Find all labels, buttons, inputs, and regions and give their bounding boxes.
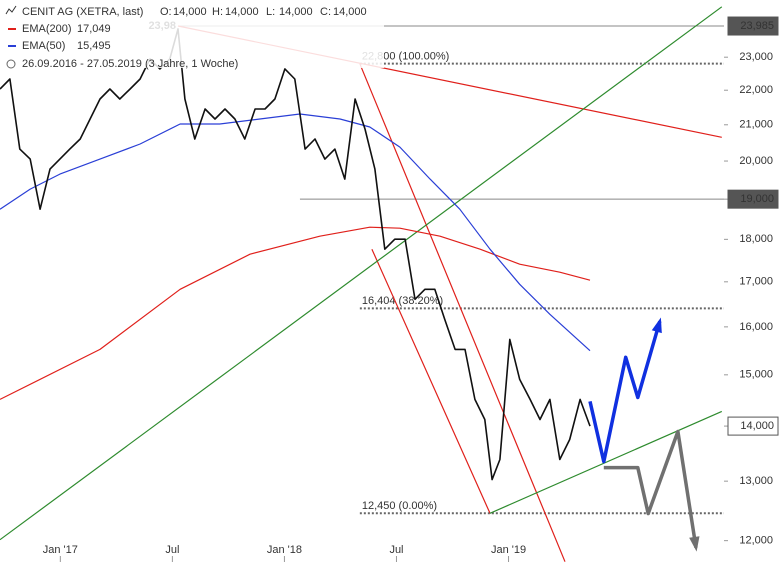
arrowhead <box>689 536 700 552</box>
ohlc-value: 14,000 <box>173 6 207 18</box>
x-tick-label: Jul <box>165 544 179 556</box>
y-tick-label: 12,000 <box>739 535 773 547</box>
trendline <box>371 248 491 514</box>
y-tick-label: 18,000 <box>739 233 773 245</box>
trendline <box>0 6 723 541</box>
ema-line <box>0 226 591 400</box>
price-line <box>0 28 591 481</box>
legend-value: 15,495 <box>77 40 111 52</box>
price-marker-label: 19,000 <box>740 193 774 205</box>
x-tick-label: Jan '18 <box>267 544 302 556</box>
y-tick-label: 22,000 <box>739 84 773 96</box>
legend-label: EMA(50) <box>22 40 65 52</box>
level-label: 12,450 (0.00%) <box>362 500 437 512</box>
legend-background <box>0 2 384 68</box>
price-marker <box>727 16 779 36</box>
ohlc-value: 14,000 <box>333 6 367 18</box>
projection-arrow <box>588 320 662 464</box>
chart-title: CENIT AG (XETRA, last) <box>22 6 143 18</box>
price-marker-label: 14,000 <box>740 420 774 432</box>
ohlc-name: H: <box>212 6 223 18</box>
ohlc-name: O: <box>160 6 172 18</box>
legend-label: EMA(200) <box>22 23 72 35</box>
ohlc-value: 14,000 <box>225 6 259 18</box>
y-tick-label: 17,000 <box>739 276 773 288</box>
price-marker <box>727 189 779 209</box>
x-tick-label: Jan '17 <box>43 544 78 556</box>
ema-line <box>0 113 591 352</box>
arrowhead <box>651 317 662 334</box>
ohlc-name: C: <box>320 6 331 18</box>
trendline <box>489 410 723 514</box>
legend-value: 17,049 <box>77 23 111 35</box>
x-tick-label: Jul <box>389 544 403 556</box>
y-tick-label: 23,000 <box>739 51 773 63</box>
y-tick-label: 15,000 <box>739 369 773 381</box>
y-tick-label: 16,000 <box>739 321 773 333</box>
price-marker <box>727 416 779 436</box>
y-tick-label: 21,000 <box>739 119 773 131</box>
ohlc-name: L: <box>266 6 275 18</box>
ohlc-value: 14,000 <box>279 6 313 18</box>
price-marker-label: 23,985 <box>740 20 774 32</box>
trendline <box>359 63 566 562</box>
clock-icon <box>6 59 16 69</box>
date-range: 26.09.2016 - 27.05.2019 (3 Jahre, 1 Woch… <box>22 58 238 70</box>
level-label: 16,404 (38.20%) <box>362 295 443 307</box>
chart-icon <box>5 5 17 15</box>
y-tick-label: 13,000 <box>739 475 773 487</box>
x-tick-label: Jan '19 <box>491 544 526 556</box>
legend: CENIT AG (XETRA, last) 26.09.2016 - 27.0… <box>0 2 384 70</box>
y-tick-label: 20,000 <box>739 155 773 167</box>
projection-arrow <box>603 429 698 548</box>
